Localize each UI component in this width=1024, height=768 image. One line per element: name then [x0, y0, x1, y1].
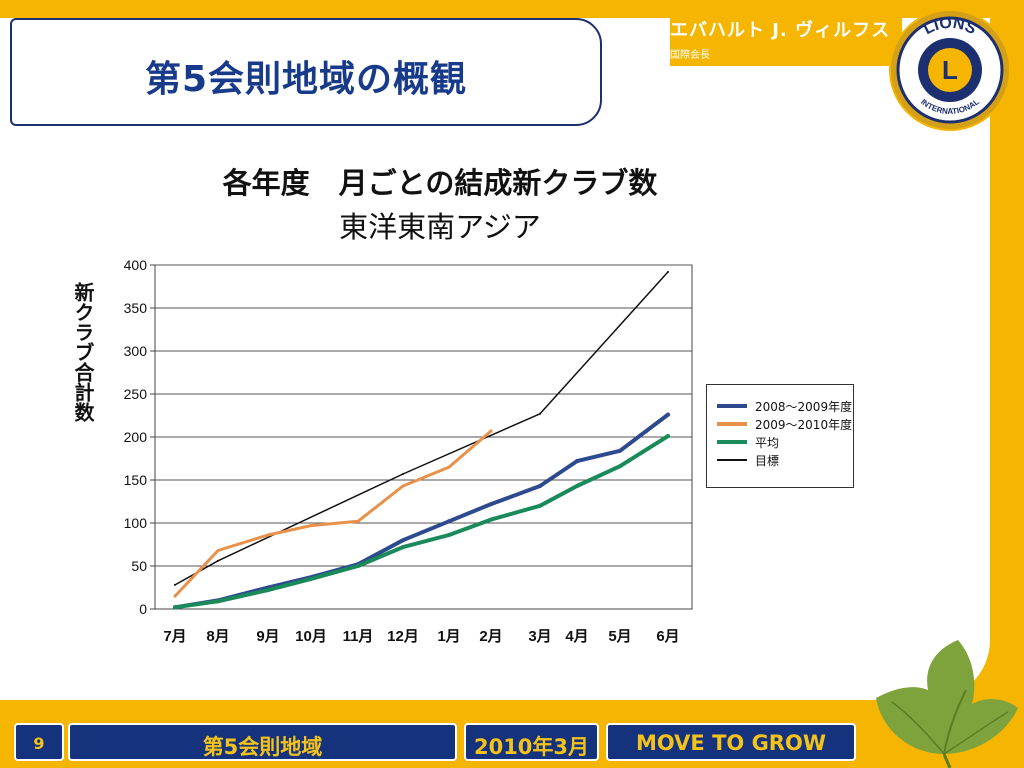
series-0-point: [447, 519, 451, 524]
series-1-point: [356, 519, 360, 523]
x-tick-label: 3月: [528, 628, 551, 645]
legend-label-2009: 2009～2010年度: [755, 418, 853, 432]
y-tick-label: 300: [124, 343, 148, 359]
legend-item-2009: 2009～2010年度: [707, 415, 853, 432]
series-3-point: [539, 412, 541, 415]
x-tick-label: 11月: [343, 628, 374, 645]
series-2-point: [618, 464, 622, 469]
series-2-point: [538, 503, 542, 508]
footer: 9 第5会則地域 2010年3月 MOVE TO GROW: [0, 720, 1024, 768]
series-0-point: [575, 459, 579, 464]
slogan-label: MOVE TO GROW: [635, 731, 826, 755]
series-0-point: [401, 538, 405, 543]
series-1-point: [266, 533, 270, 537]
y-tick-label: 200: [124, 429, 148, 445]
series-1-point: [489, 429, 493, 433]
series-2-point: [309, 576, 313, 581]
x-tick-label: 6月: [656, 628, 679, 645]
series-0-point: [489, 502, 493, 507]
series-2-point: [266, 588, 270, 593]
y-tick-label: 250: [124, 386, 148, 402]
chart-legend: 2008～2009年度 2009～2010年度 平均 目標: [706, 384, 854, 488]
legend-item-2008: 2008～2009年度: [707, 397, 853, 414]
series-3-point: [217, 559, 219, 562]
series-0-point: [666, 412, 670, 417]
x-tick-label: 10月: [295, 628, 327, 645]
x-tick-label: 9月: [256, 628, 279, 645]
series-line-1: [173, 429, 493, 598]
district-label: 第5会則地域: [202, 735, 323, 759]
line-chart: 0 50 100 150 200 250 300 350 400 7月 8月 9月 10月 11月 12月 1…: [124, 257, 693, 645]
legend-item-average: 平均: [707, 433, 853, 450]
date-box: 2010年3月: [464, 723, 599, 761]
y-tick-label: 400: [124, 257, 148, 273]
x-tick-label: 5月: [608, 628, 631, 645]
legend-swatch-average: [717, 440, 747, 444]
y-tick-label: 0: [139, 601, 147, 617]
series-3-point: [174, 583, 176, 586]
logo-letter: L: [942, 55, 958, 85]
series-line-0: [173, 412, 670, 610]
y-tick-label: 100: [124, 515, 148, 531]
chart-subtitle: 東洋東南アジア: [339, 210, 541, 244]
legend-label-target: 目標: [755, 454, 780, 468]
page-number: 9: [33, 734, 45, 753]
series-3-point: [667, 270, 669, 273]
series-1-point: [447, 465, 451, 469]
y-tick-label: 350: [124, 300, 148, 316]
series-2-point: [173, 605, 177, 610]
series-0-point: [618, 448, 622, 453]
x-tick-label: 4月: [565, 628, 588, 645]
title-box: 第5会則地域の概観: [10, 18, 602, 126]
president-role: 国際会長: [670, 50, 710, 61]
x-tick-label: 1月: [437, 628, 460, 645]
district-box: 第5会則地域: [68, 723, 457, 761]
x-tick-label: 12月: [387, 628, 419, 645]
series-0-point: [538, 484, 542, 488]
date-label: 2010年3月: [473, 735, 590, 759]
x-tick-label: 2月: [479, 628, 502, 645]
legend-item-target: 目標: [707, 451, 853, 468]
series-2-point: [666, 434, 670, 439]
series-2-point: [401, 545, 405, 550]
legend-label-2008: 2008～2009年度: [755, 400, 853, 414]
president-area: エバハルト J. ヴィルフス 国際会長: [670, 16, 902, 66]
series-2-point: [216, 599, 220, 604]
legend-swatch-2008: [717, 404, 747, 408]
series-2-point: [575, 484, 579, 488]
legend-swatch-target: [717, 459, 747, 461]
series-2-point: [447, 533, 451, 537]
series-1-point: [216, 549, 220, 552]
slide-title: 第5会則地域の概観: [144, 59, 468, 100]
page-number-box: 9: [14, 723, 64, 761]
x-tick-label: 7月: [163, 628, 186, 645]
lions-logo-icon: LIONS INTERNATIONAL L: [889, 9, 1011, 131]
president-name: エバハルト J. ヴィルフス: [670, 20, 891, 41]
series-1-point: [401, 484, 405, 488]
y-tick-label: 150: [124, 472, 148, 488]
y-axis-label: 新クラブ合計数: [71, 282, 95, 422]
series-1-point: [309, 524, 313, 528]
chart-title: 各年度 月ごとの結成新クラブ数: [222, 166, 658, 200]
legend-label-average: 平均: [755, 436, 780, 450]
series-3-point: [402, 473, 404, 475]
y-tick-label: 50: [131, 558, 147, 574]
top-band: [0, 0, 1024, 18]
series-2-point: [356, 564, 360, 568]
x-tick-label: 8月: [206, 628, 229, 645]
series-1-point: [173, 594, 177, 598]
slogan-box: MOVE TO GROW: [606, 723, 856, 761]
logo-top-text: LIONS: [921, 15, 979, 39]
ginkgo-leaf-icon: [876, 640, 1018, 768]
series-2-point: [489, 517, 493, 522]
legend-swatch-2009: [717, 422, 747, 426]
series-line-2: [173, 434, 670, 610]
